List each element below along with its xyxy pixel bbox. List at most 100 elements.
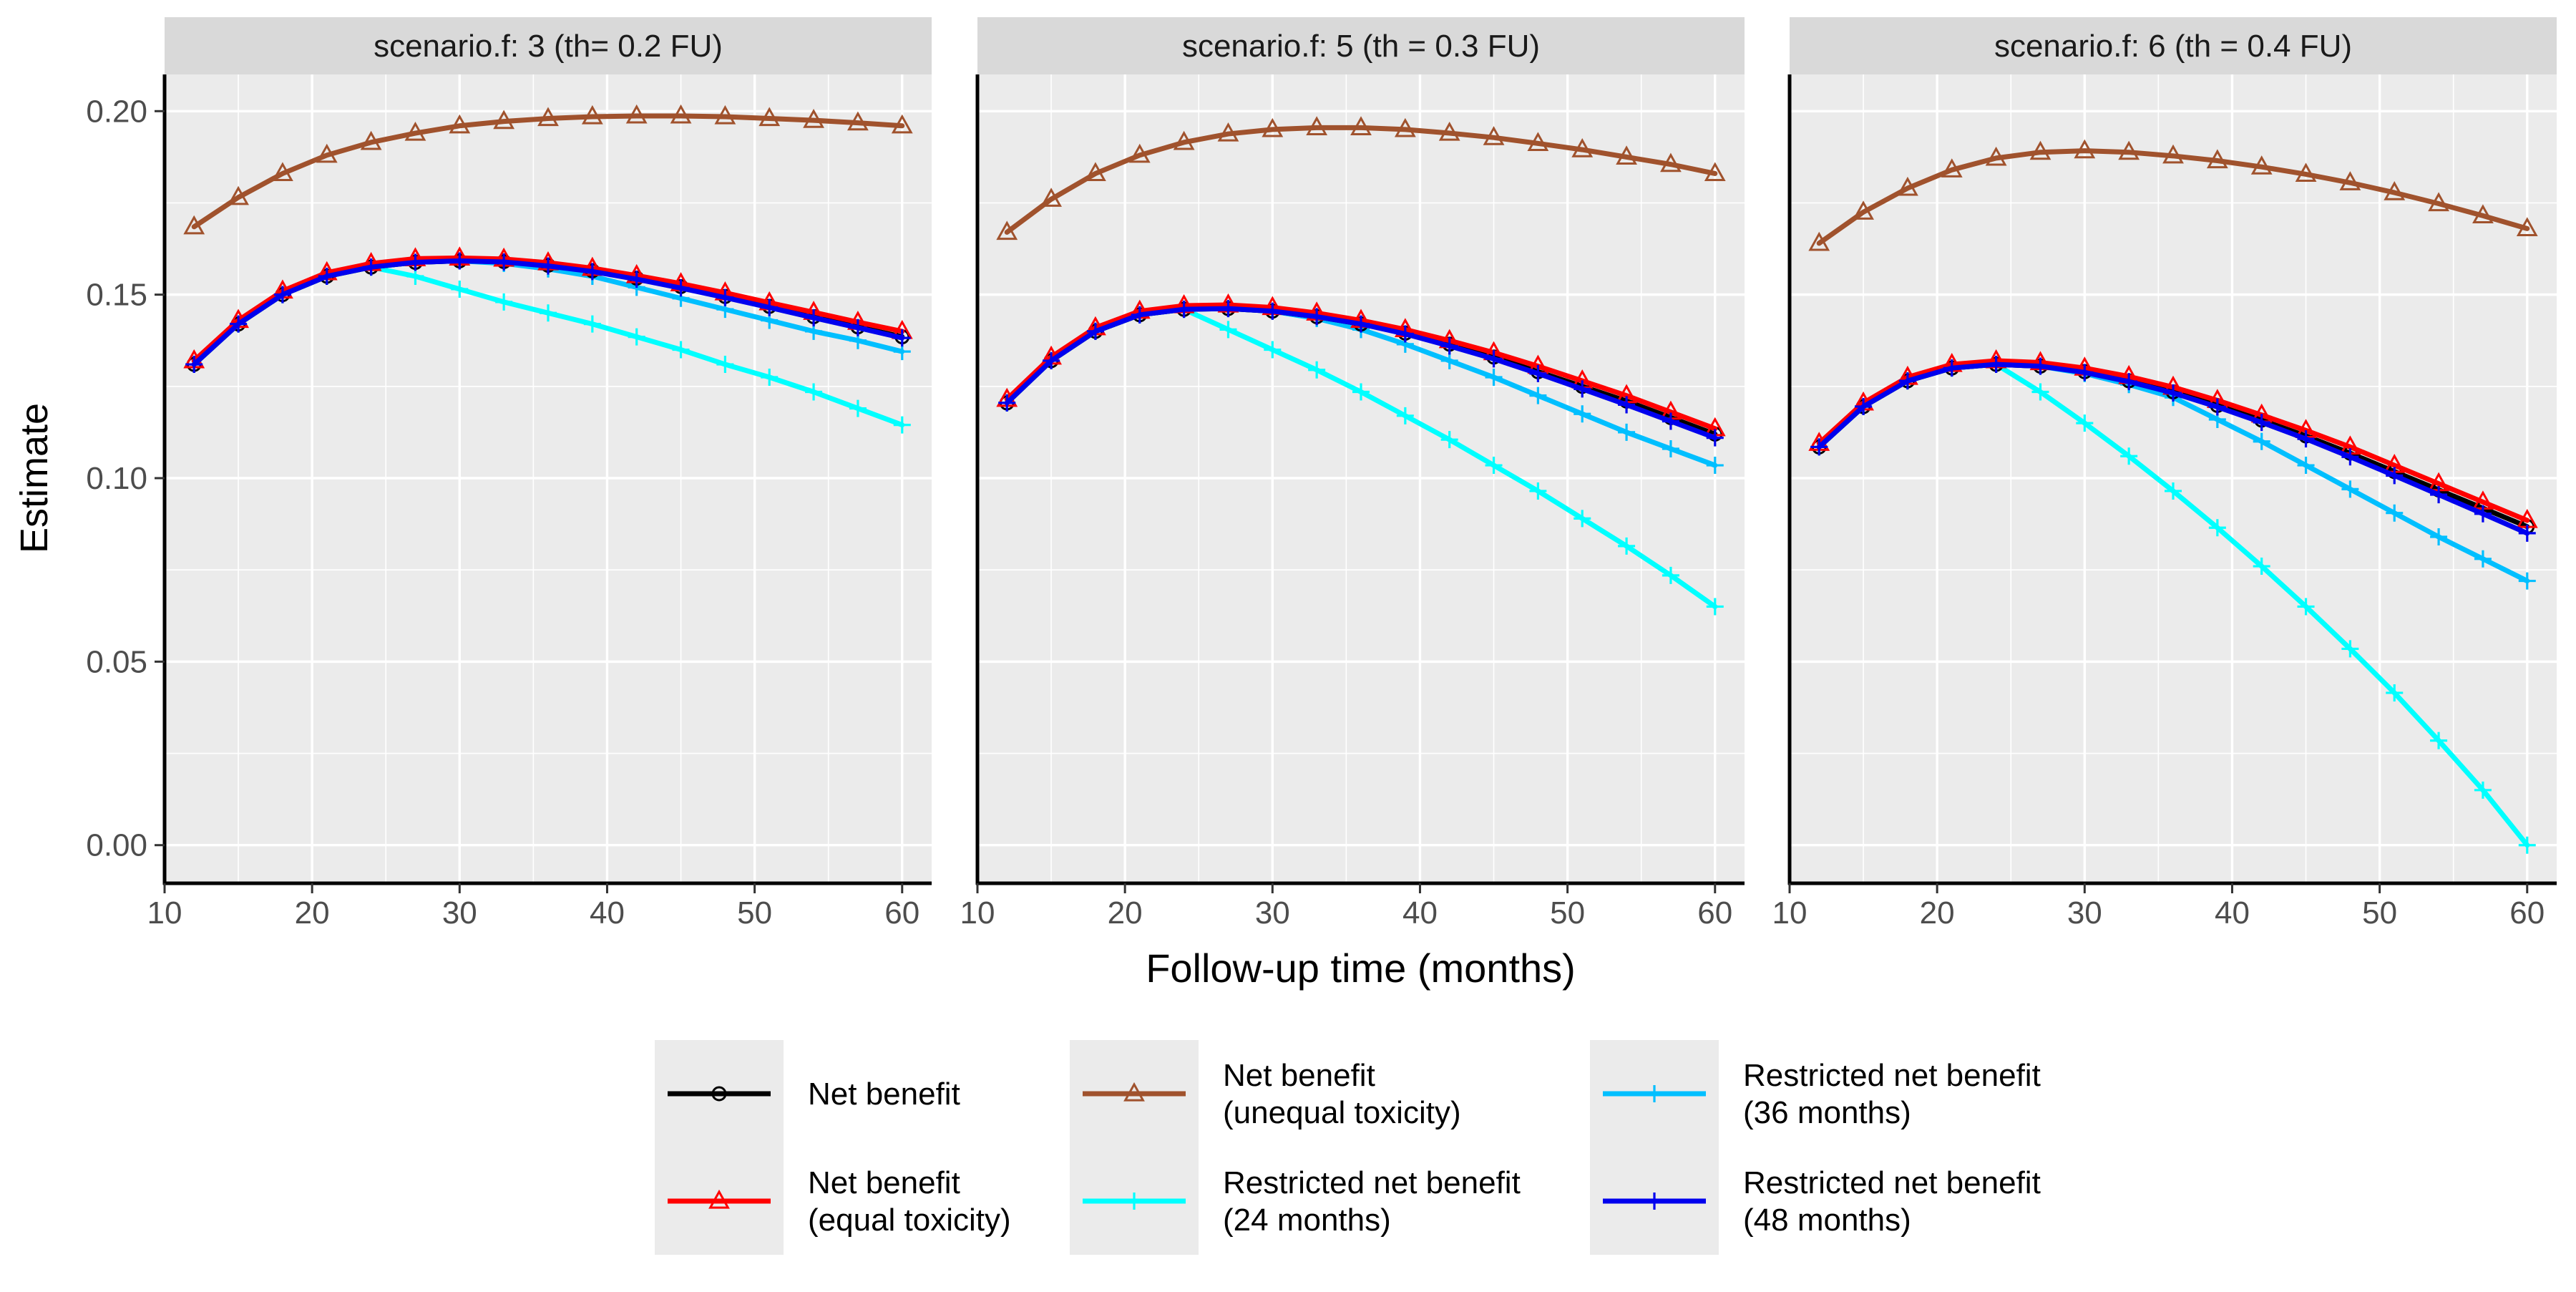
legend-item-rnb48: Restricted net benefit (48 months) bbox=[1590, 1147, 2041, 1255]
data-point bbox=[1483, 126, 1505, 145]
data-point bbox=[1618, 537, 1636, 555]
data-point bbox=[2341, 480, 2359, 498]
data-point bbox=[451, 280, 469, 298]
legend-key-marker bbox=[1123, 1082, 1145, 1102]
data-point bbox=[1485, 457, 1503, 475]
legend-item-nb_uneq: Net benefit (unequal toxicity) bbox=[1070, 1040, 1461, 1147]
data-point bbox=[1662, 439, 1679, 457]
x-tick-label: 20 bbox=[295, 895, 330, 931]
data-point bbox=[495, 253, 513, 271]
data-point bbox=[583, 315, 601, 333]
legend-label: (equal toxicity) bbox=[808, 1203, 1011, 1238]
data-point bbox=[2386, 467, 2404, 485]
data-point bbox=[360, 130, 382, 150]
panel-title: scenario.f: 5 (th = 0.3 FU) bbox=[1182, 29, 1540, 64]
data-point bbox=[540, 304, 557, 322]
legend-label: (24 months) bbox=[1223, 1203, 1391, 1238]
data-point bbox=[2386, 504, 2404, 522]
data-point bbox=[537, 107, 559, 127]
data-point bbox=[1704, 162, 1726, 182]
data-point bbox=[1485, 350, 1503, 368]
legend-label: Net benefit bbox=[1223, 1058, 1375, 1093]
data-point bbox=[1262, 117, 1284, 137]
data-point bbox=[716, 356, 734, 374]
series-nb_uneq bbox=[996, 116, 1726, 241]
data-point bbox=[2430, 732, 2448, 749]
data-point bbox=[847, 111, 869, 131]
data-point bbox=[1440, 351, 1458, 369]
data-point bbox=[2384, 181, 2406, 200]
data-point bbox=[230, 315, 248, 333]
data-point bbox=[1571, 138, 1594, 157]
data-point bbox=[2297, 457, 2315, 475]
data-point bbox=[1574, 405, 1591, 423]
legend-label: (36 months) bbox=[1743, 1095, 1911, 1130]
data-point bbox=[1043, 351, 1060, 369]
panel-strip bbox=[977, 17, 1745, 74]
data-point bbox=[2430, 528, 2448, 546]
y-tick-label: 0.20 bbox=[86, 94, 147, 129]
data-point bbox=[581, 105, 603, 125]
data-point bbox=[1618, 396, 1636, 414]
data-point bbox=[803, 109, 824, 128]
data-point bbox=[540, 257, 557, 275]
data-point bbox=[1574, 380, 1591, 398]
data-point bbox=[2029, 140, 2051, 160]
data-point bbox=[2165, 384, 2182, 402]
data-point bbox=[2474, 505, 2492, 523]
data-point bbox=[1308, 308, 1326, 326]
data-point bbox=[1706, 429, 1724, 447]
data-point bbox=[1574, 510, 1591, 528]
x-tick-label: 10 bbox=[147, 895, 182, 931]
data-point bbox=[1306, 116, 1328, 135]
legend-key-marker bbox=[1646, 1085, 1663, 1102]
data-point bbox=[316, 143, 338, 163]
data-point bbox=[670, 104, 692, 124]
series-line bbox=[1816, 148, 2530, 246]
data-point bbox=[1264, 341, 1282, 359]
data-point bbox=[625, 104, 648, 124]
data-point bbox=[1985, 146, 2007, 166]
data-point bbox=[1394, 117, 1416, 137]
series-line bbox=[191, 113, 905, 230]
data-point bbox=[2474, 781, 2492, 799]
data-point bbox=[362, 258, 380, 276]
data-point bbox=[2253, 558, 2270, 575]
data-point bbox=[2474, 550, 2492, 568]
series-line bbox=[1004, 125, 1718, 235]
panel-3: scenario.f: 6 (th = 0.4 FU) 10 20 30 40 50 60 bbox=[1772, 17, 2557, 931]
legend-label: (48 months) bbox=[1743, 1203, 1911, 1238]
data-point bbox=[1941, 158, 1963, 178]
data-point bbox=[2518, 836, 2536, 854]
series-nb_uneq bbox=[1808, 139, 2538, 251]
data-point bbox=[1810, 438, 1828, 456]
data-point bbox=[1529, 482, 1547, 500]
data-point bbox=[1085, 162, 1106, 182]
data-point bbox=[761, 298, 779, 316]
series-rnb48 bbox=[998, 300, 1724, 447]
data-point bbox=[1264, 302, 1282, 320]
data-point bbox=[998, 394, 1016, 412]
data-point bbox=[2295, 162, 2317, 183]
legend-label: Restricted net benefit bbox=[1743, 1058, 2041, 1093]
data-point bbox=[1943, 359, 1961, 377]
data-point bbox=[1527, 132, 1549, 151]
x-tick-label: 40 bbox=[2215, 895, 2250, 931]
data-point bbox=[2472, 204, 2494, 223]
data-point bbox=[1440, 431, 1458, 449]
data-point bbox=[1987, 356, 2005, 374]
data-point bbox=[185, 356, 203, 374]
data-point bbox=[1217, 122, 1239, 142]
data-point bbox=[805, 309, 823, 326]
data-point bbox=[2341, 448, 2359, 466]
y-axis-title: Estimate bbox=[13, 403, 56, 553]
data-point bbox=[2076, 414, 2094, 432]
data-point bbox=[672, 279, 690, 297]
data-point bbox=[1618, 423, 1636, 441]
data-point bbox=[2339, 171, 2361, 190]
panel-title: scenario.f: 3 (th= 0.2 FU) bbox=[374, 29, 723, 64]
y-tick-label: 0.10 bbox=[86, 461, 147, 496]
x-tick-label: 10 bbox=[1772, 895, 1807, 931]
data-point bbox=[1660, 152, 1682, 173]
